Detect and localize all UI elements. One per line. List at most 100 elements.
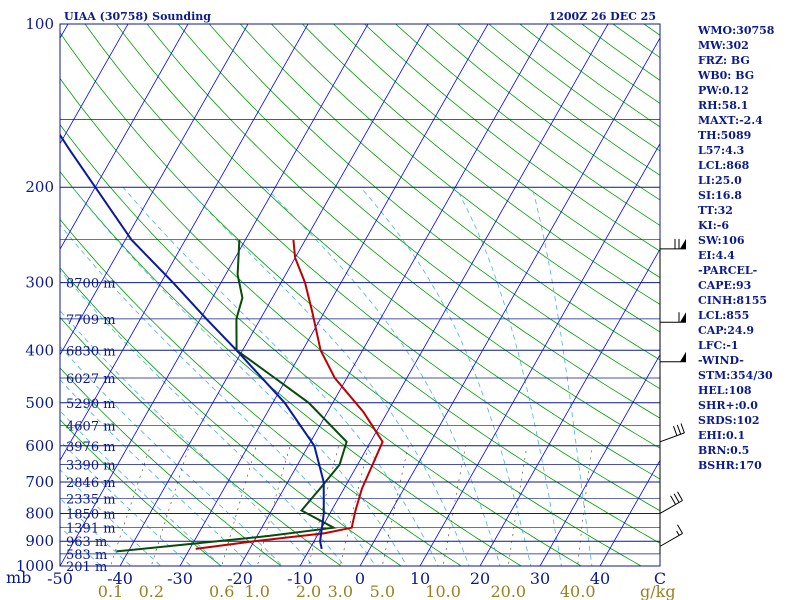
isotherm xyxy=(60,24,129,145)
isotherm xyxy=(599,459,660,566)
dry-adiabat xyxy=(302,24,660,305)
index-item: HEL:108 xyxy=(698,384,752,397)
chart-time: 1200Z 26 DEC 25 xyxy=(549,10,656,23)
index-item: LCL:868 xyxy=(698,159,750,172)
background-grid xyxy=(60,24,660,566)
height-label: 583 m xyxy=(66,548,107,563)
isotherm xyxy=(60,24,309,462)
isotherm xyxy=(119,24,429,566)
dry-adiabat xyxy=(177,24,660,419)
temperature-tick-label: -30 xyxy=(167,569,193,588)
dry-adiabat xyxy=(364,24,660,252)
moist-adiabat xyxy=(264,186,501,566)
dry-adiabat xyxy=(60,419,222,566)
moist-adiabat xyxy=(60,346,283,566)
mixing-ratio-label: 40.0 xyxy=(560,582,596,600)
index-item: SI:16.8 xyxy=(698,189,742,202)
wind-barb xyxy=(659,312,687,323)
wind-barb xyxy=(659,491,683,514)
temperature-tick-label: 40 xyxy=(590,569,610,588)
moist-adiabat xyxy=(60,269,345,566)
temperature-tick-label: -10 xyxy=(287,569,313,588)
pressure-tick-label: 1000 xyxy=(16,557,54,575)
mixing-ratio-label: 0.6 xyxy=(209,582,234,600)
height-label: 1850 m xyxy=(66,508,116,523)
pressure-tick-label: 700 xyxy=(25,473,54,491)
mixing-ratio-line xyxy=(381,445,409,566)
wind-feather xyxy=(677,524,683,534)
moist-adiabat xyxy=(185,186,470,566)
wind-feather xyxy=(670,495,677,505)
moist-adiabat xyxy=(122,186,439,566)
pressure-tick-label: 300 xyxy=(25,274,54,292)
temperature-tick-label: 30 xyxy=(530,569,550,588)
index-item: WB0: BG xyxy=(697,69,754,82)
mixing-ratio-label: 0.2 xyxy=(139,582,164,600)
parcel-trace xyxy=(60,133,325,550)
wind-feather xyxy=(677,491,683,501)
mixing-ratio-line xyxy=(442,445,466,566)
wind-feather xyxy=(680,423,685,434)
mixing-ratio-label: 10.0 xyxy=(425,582,461,600)
moist-adiabat xyxy=(60,224,377,566)
index-item: SHR+:0.0 xyxy=(698,399,758,412)
isotherm xyxy=(239,24,549,566)
pressure-tick-label: 500 xyxy=(25,394,54,412)
wind-half-feather xyxy=(676,530,680,536)
temperature-tick-label: 20 xyxy=(470,569,490,588)
index-item: EI:4.4 xyxy=(698,249,735,262)
dry-adiabat xyxy=(60,218,462,566)
index-item: CINH:8155 xyxy=(698,294,767,307)
dry-adiabat xyxy=(146,24,660,449)
height-label: 2335 m xyxy=(66,492,116,507)
index-item: BRN:0.5 xyxy=(698,444,749,457)
height-label: 2846 m xyxy=(66,476,116,491)
wind-barb xyxy=(659,423,685,443)
isotherm xyxy=(539,354,660,566)
wind-pennant xyxy=(680,351,686,362)
isotherm xyxy=(359,37,660,566)
temperature-tick-label: -50 xyxy=(47,569,73,588)
height-label: 963 m xyxy=(66,535,107,550)
moist-adiabat xyxy=(360,186,532,566)
wind-barbs xyxy=(659,238,687,554)
moist-adiabat xyxy=(60,526,102,566)
height-label: 6830 m xyxy=(66,344,116,359)
index-item: LI:25.0 xyxy=(698,174,742,187)
index-item: SRDS:102 xyxy=(698,414,760,427)
index-item: -WIND- xyxy=(698,354,744,367)
dry-adiabat xyxy=(60,316,342,566)
sounding-traces xyxy=(60,133,384,553)
mixing-ratio-label: 5.0 xyxy=(370,582,395,600)
index-item: LFC:-1 xyxy=(698,339,739,352)
dry-adiabat xyxy=(333,24,660,279)
temperature-tick-label: 0 xyxy=(355,569,365,588)
dry-adiabat xyxy=(115,24,660,480)
dewpoint-trace xyxy=(116,239,348,553)
pressure-unit: mb xyxy=(6,568,31,587)
dry-adiabat xyxy=(60,124,582,566)
mixing-ratio-label: 20.0 xyxy=(490,582,526,600)
wind-feather xyxy=(673,493,680,503)
height-label: 8700 m xyxy=(66,277,116,292)
chart-title: UIAA (30758) Sounding xyxy=(64,10,211,23)
index-item: -PARCEL- xyxy=(698,264,757,277)
index-item: KI:-6 xyxy=(698,219,729,232)
dry-adiabat xyxy=(240,24,660,361)
mixing-ratio-label: 2.0 xyxy=(296,582,321,600)
index-item: WMO:30758 xyxy=(697,24,775,37)
mixing-ratio-label: 1.0 xyxy=(244,582,269,600)
dry-adiabat xyxy=(208,24,660,390)
height-label: 1391 m xyxy=(66,522,116,537)
index-item: STM:354/30 xyxy=(698,369,773,382)
index-item: MAXT:-2.4 xyxy=(698,114,763,127)
height-label: 4607 m xyxy=(66,419,116,434)
isotherm xyxy=(60,24,249,356)
dry-adiabat xyxy=(60,31,660,544)
moist-adiabat xyxy=(455,187,562,566)
index-item: MW:302 xyxy=(698,39,749,52)
pressure-tick-label: 400 xyxy=(25,341,54,359)
isotherm xyxy=(479,248,660,566)
